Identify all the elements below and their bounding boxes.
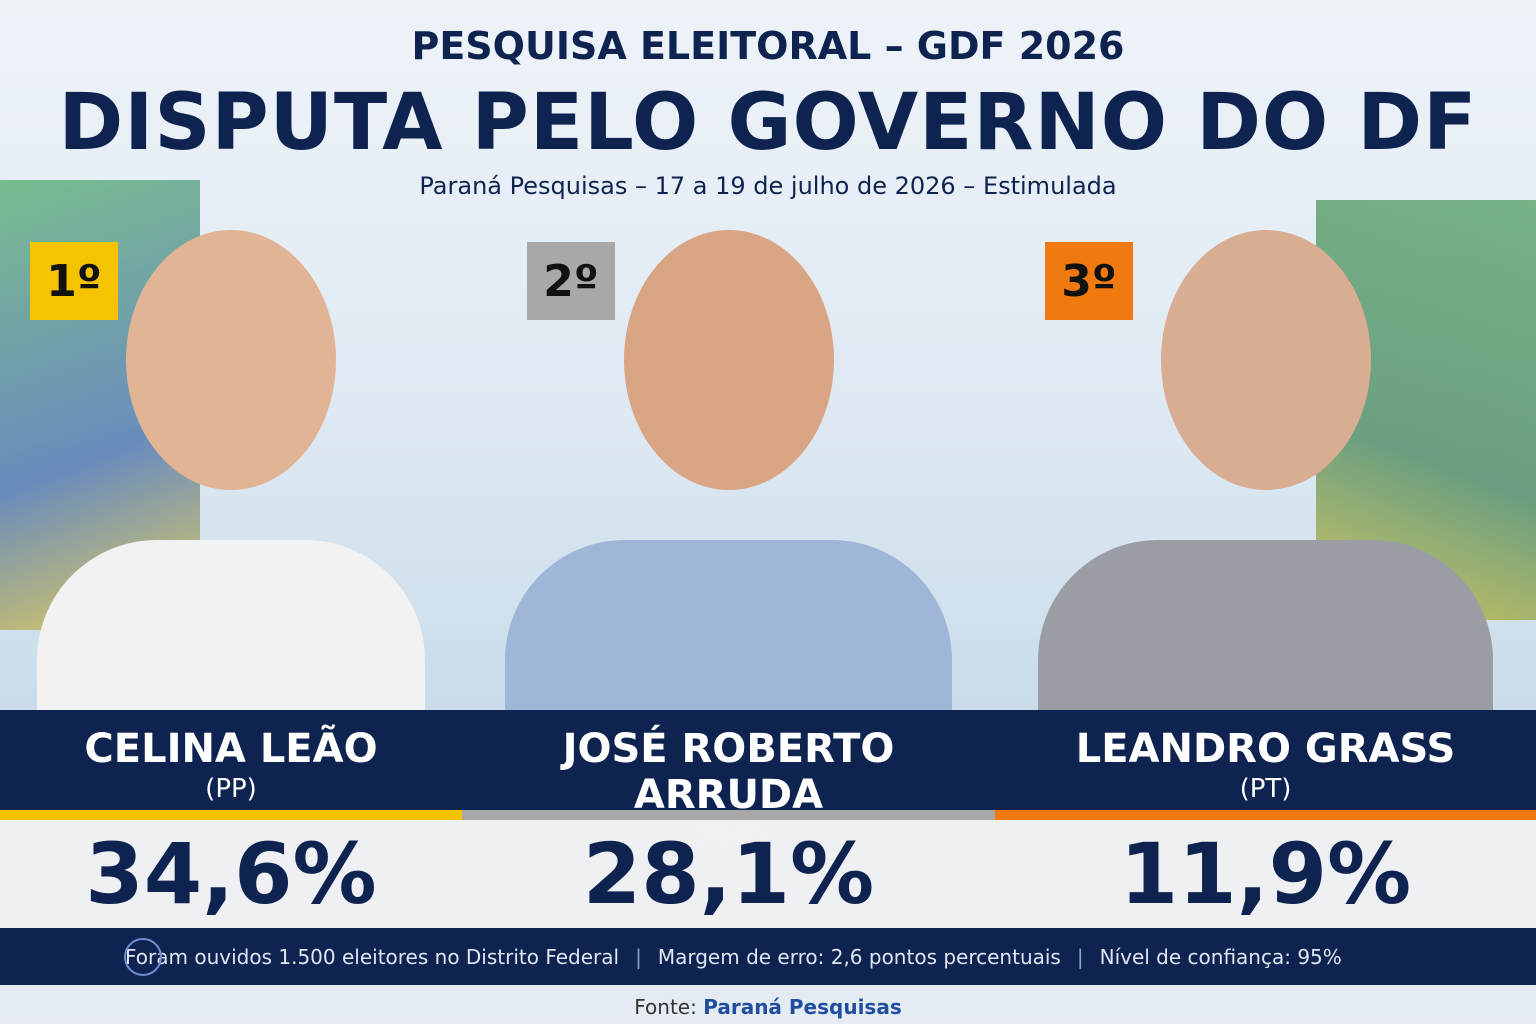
photo-head: [1160, 230, 1371, 490]
candidate-name: JOSÉ ROBERTO ARRUDA: [562, 726, 895, 818]
accent-stripe: [0, 810, 462, 820]
footer-note: Foram ouvidos 1.500 eleitores no Distrit…: [125, 944, 620, 969]
footer-note: Margem de erro: 2,6 pontos percentuais: [657, 944, 1061, 969]
kicker: PESQUISA ELEITORAL – GDF 2026: [411, 24, 1125, 68]
candidate-result: 28,1%: [462, 820, 995, 928]
source-label: Fonte:: [634, 995, 697, 1019]
candidate-photo: [995, 200, 1536, 710]
candidate-party: (PT): [1239, 774, 1292, 804]
photo-body: [504, 540, 953, 710]
subtitle: Paraná Pesquisas – 17 a 19 de julho de 2…: [419, 172, 1117, 200]
candidate-name: LEANDRO GRASS: [1075, 726, 1456, 772]
photo-body: [1038, 540, 1493, 710]
source: Fonte: Paraná Pesquisas: [0, 995, 1536, 1019]
rank-badge: 2º: [527, 242, 615, 320]
candidate-panel: 1º CELINA LEÃO (PP) 34,6%: [0, 200, 462, 928]
rank-badge: 3º: [1045, 242, 1133, 320]
candidate-result: 34,6%: [0, 820, 462, 928]
name-bar: CELINA LEÃO (PP): [0, 710, 462, 810]
title: DISPUTA PELO GOVERNO DO DF: [58, 78, 1478, 168]
footer-bar: Foram ouvidos 1.500 eleitores no Distrit…: [0, 928, 1536, 985]
photo-body: [36, 540, 426, 710]
footer-note: Nível de confiança: 95%: [1099, 944, 1342, 969]
candidate-panel: 3º LEANDRO GRASS (PT) 11,9%: [995, 200, 1536, 928]
accent-stripe: [995, 810, 1536, 820]
name-bar: LEANDRO GRASS (PT): [995, 710, 1536, 810]
photo-head: [623, 230, 834, 490]
photo-head: [126, 230, 336, 490]
rank-badge: 1º: [30, 242, 118, 320]
candidate-result: 11,9%: [995, 820, 1536, 928]
source-name: Paraná Pesquisas: [703, 995, 902, 1019]
candidate-party: (PP): [205, 774, 257, 804]
candidate-name: CELINA LEÃO: [84, 726, 378, 772]
candidate-photo: [462, 200, 995, 710]
candidate-panel: 2º JOSÉ ROBERTO ARRUDA(PSD)28,1%: [462, 200, 995, 928]
name-bar: JOSÉ ROBERTO ARRUDA(PSD): [462, 710, 995, 850]
candidate-photo: [0, 200, 462, 710]
separator: |: [635, 944, 642, 969]
separator: |: [1076, 944, 1084, 969]
accent-stripe: [462, 810, 995, 820]
chart-icon: [124, 938, 162, 976]
